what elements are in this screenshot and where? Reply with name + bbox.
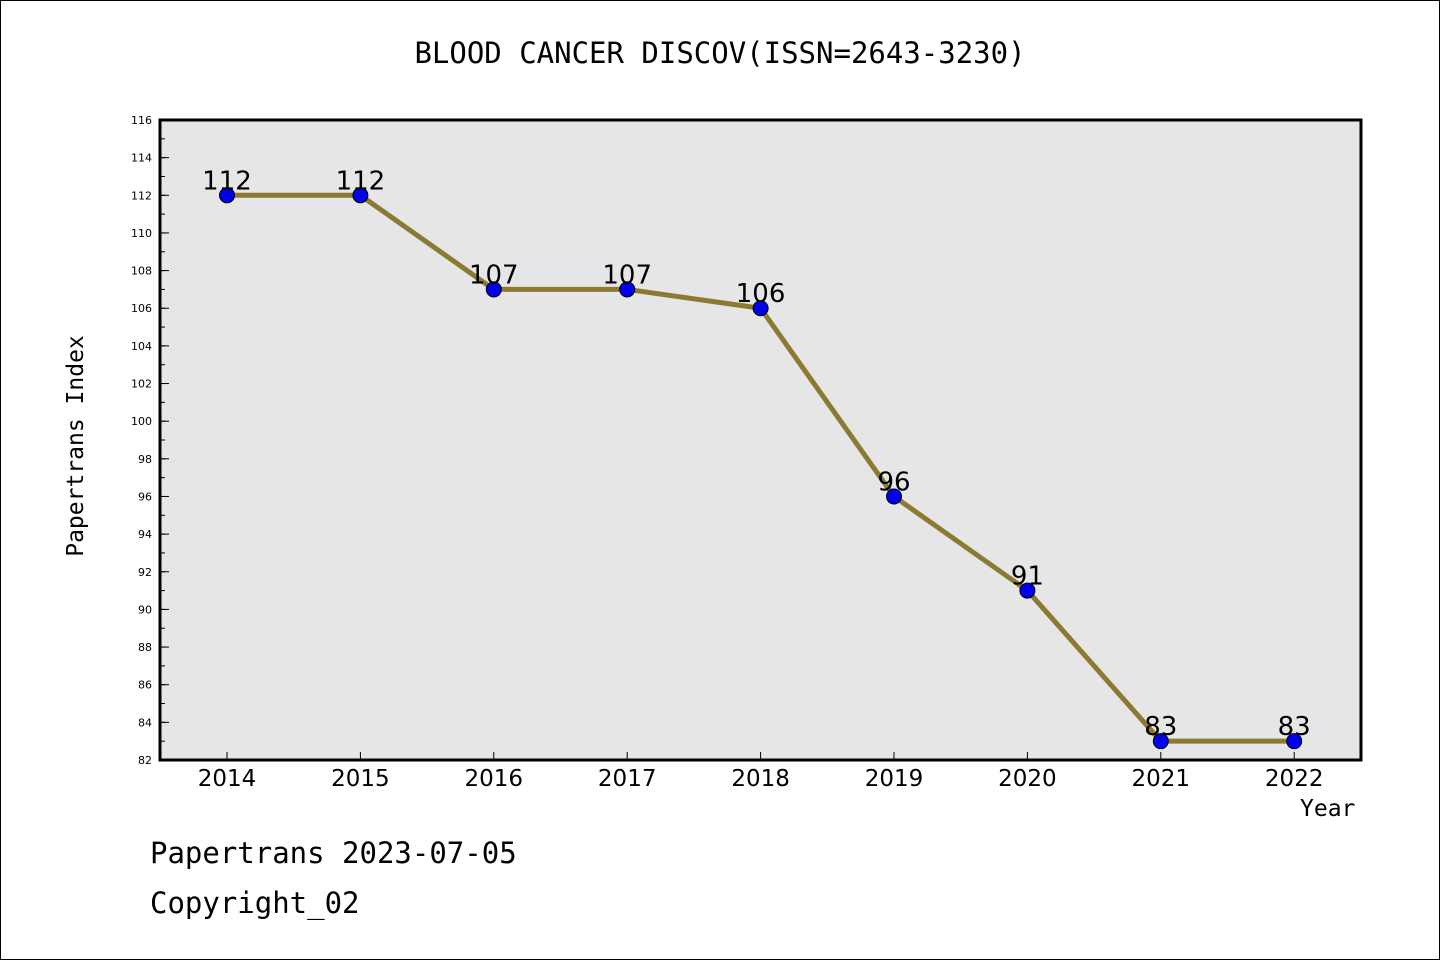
x-tick-label: 2020 — [998, 766, 1057, 792]
y-tick-label: 116 — [131, 114, 152, 127]
chart-title: BLOOD CANCER DISCOV(ISSN=2643-3230) — [414, 36, 1026, 70]
footer-copyright: Copyright_02 — [150, 886, 360, 920]
data-label: 96 — [877, 467, 910, 497]
x-tick-label: 2018 — [731, 766, 790, 792]
y-tick-label: 92 — [138, 566, 152, 579]
x-tick-label: 2015 — [331, 766, 390, 792]
y-tick-label: 90 — [138, 603, 152, 616]
data-label: 106 — [736, 279, 786, 309]
y-tick-label: 100 — [131, 415, 152, 428]
x-axis-label: Year — [1300, 796, 1356, 822]
y-tick-label: 96 — [138, 490, 152, 503]
data-point — [752, 300, 769, 317]
y-tick-label: 112 — [131, 189, 152, 202]
x-tick-label: 2022 — [1265, 766, 1324, 792]
data-label: 112 — [336, 166, 386, 196]
y-tick-label: 98 — [138, 453, 152, 466]
plot-border — [158, 118, 1363, 762]
y-tick-label: 114 — [131, 152, 152, 165]
y-tick-label: 82 — [138, 754, 152, 767]
y-tick-label: 106 — [131, 302, 152, 315]
x-tick-label: 2021 — [1132, 766, 1191, 792]
x-tick-label: 2016 — [465, 766, 524, 792]
y-tick-label: 104 — [131, 340, 152, 353]
footer-date: Papertrans 2023-07-05 — [150, 836, 517, 870]
y-tick-label: 84 — [138, 716, 152, 729]
x-tick-label: 2014 — [198, 766, 257, 792]
x-tick-label: 2019 — [865, 766, 924, 792]
y-tick-label: 88 — [138, 641, 152, 654]
data-point — [352, 187, 369, 204]
data-label: 83 — [1144, 712, 1177, 742]
plot-area — [160, 120, 1361, 760]
data-label: 112 — [202, 166, 252, 196]
data-point — [1286, 733, 1303, 750]
x-tick-label: 2017 — [598, 766, 657, 792]
y-tick-label: 86 — [138, 679, 152, 692]
data-point — [886, 488, 902, 505]
y-tick-label: 94 — [138, 528, 152, 541]
y-tick-label: 102 — [131, 378, 152, 391]
data-point — [1019, 582, 1036, 599]
data-point — [1152, 733, 1169, 750]
data-label: 107 — [602, 260, 652, 290]
data-point — [619, 281, 636, 298]
data-label: 91 — [1011, 562, 1044, 592]
y-tick-label: 108 — [131, 265, 152, 278]
data-label: 83 — [1278, 712, 1311, 742]
data-point — [219, 187, 235, 204]
data-point — [485, 281, 502, 298]
data-label: 107 — [469, 260, 519, 290]
y-tick-label: 110 — [131, 227, 152, 240]
